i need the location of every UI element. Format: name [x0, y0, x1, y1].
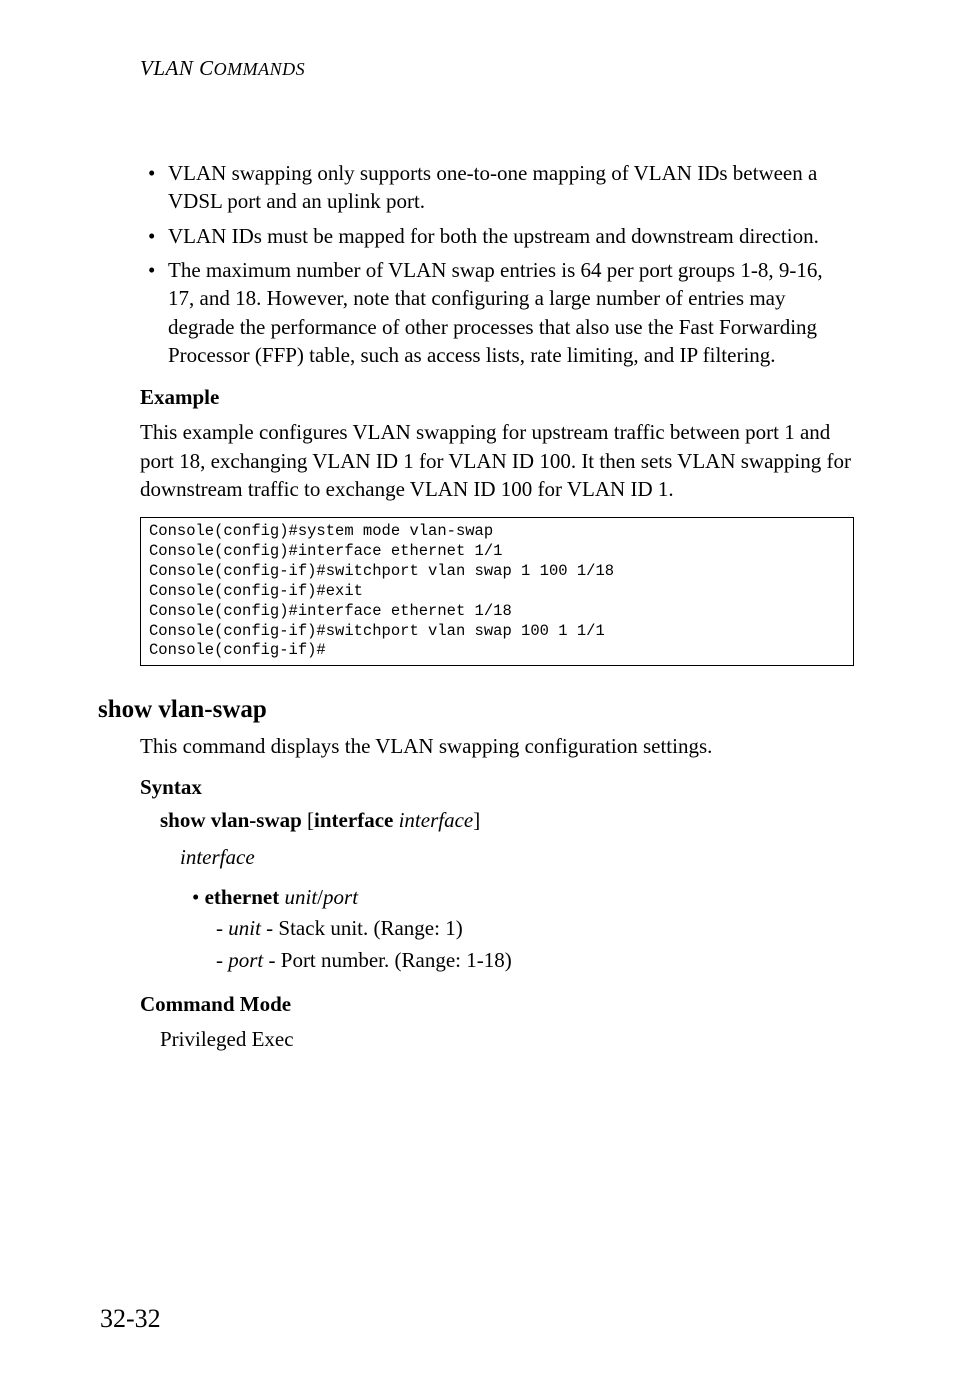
bullet-list: VLAN swapping only supports one-to-one m…: [140, 159, 854, 369]
bullet-dot: •: [192, 885, 205, 909]
header-main: VLAN C: [140, 56, 214, 80]
port-text: - Port number. (Range: 1-18): [263, 948, 511, 972]
unit-description: - unit - Stack unit. (Range: 1): [140, 913, 854, 945]
command-mode-value: Privileged Exec: [140, 1025, 854, 1053]
bullet-item: VLAN swapping only supports one-to-one m…: [140, 159, 854, 216]
syntax-cmd: show vlan-swap: [160, 808, 302, 832]
command-description: This command displays the VLAN swapping …: [140, 732, 854, 760]
syntax-keyword: interface: [314, 808, 393, 832]
unit-name: unit: [228, 916, 261, 940]
command-title: show vlan-swap: [98, 696, 854, 724]
bullet-item: The maximum number of VLAN swap entries …: [140, 256, 854, 369]
command-mode-heading: Command Mode: [140, 992, 854, 1017]
dash: -: [216, 916, 228, 940]
running-header: VLAN COMMANDS: [140, 56, 854, 81]
header-smallcaps: OMMANDS: [214, 59, 306, 79]
syntax-text: [: [302, 808, 314, 832]
param-interface: interface: [140, 845, 854, 870]
page-number: 32-32: [100, 1304, 161, 1334]
example-heading: Example: [140, 385, 854, 410]
syntax-param: interface: [399, 808, 474, 832]
port-description: - port - Port number. (Range: 1-18): [140, 945, 854, 977]
dash: -: [216, 948, 228, 972]
syntax-heading: Syntax: [140, 775, 854, 800]
bullet-item: VLAN IDs must be mapped for both the ups…: [140, 222, 854, 250]
port-param: port: [323, 885, 358, 909]
unit-param: unit: [285, 885, 318, 909]
syntax-line: show vlan-swap [interface interface]: [140, 808, 854, 833]
port-name: port: [228, 948, 263, 972]
example-paragraph: This example configures VLAN swapping fo…: [140, 418, 854, 503]
code-block: Console(config)#system mode vlan-swap Co…: [140, 517, 854, 666]
ethernet-line: • ethernet unit/port: [140, 882, 854, 914]
unit-text: - Stack unit. (Range: 1): [261, 916, 463, 940]
syntax-text: ]: [473, 808, 480, 832]
ethernet-keyword: ethernet: [205, 885, 280, 909]
